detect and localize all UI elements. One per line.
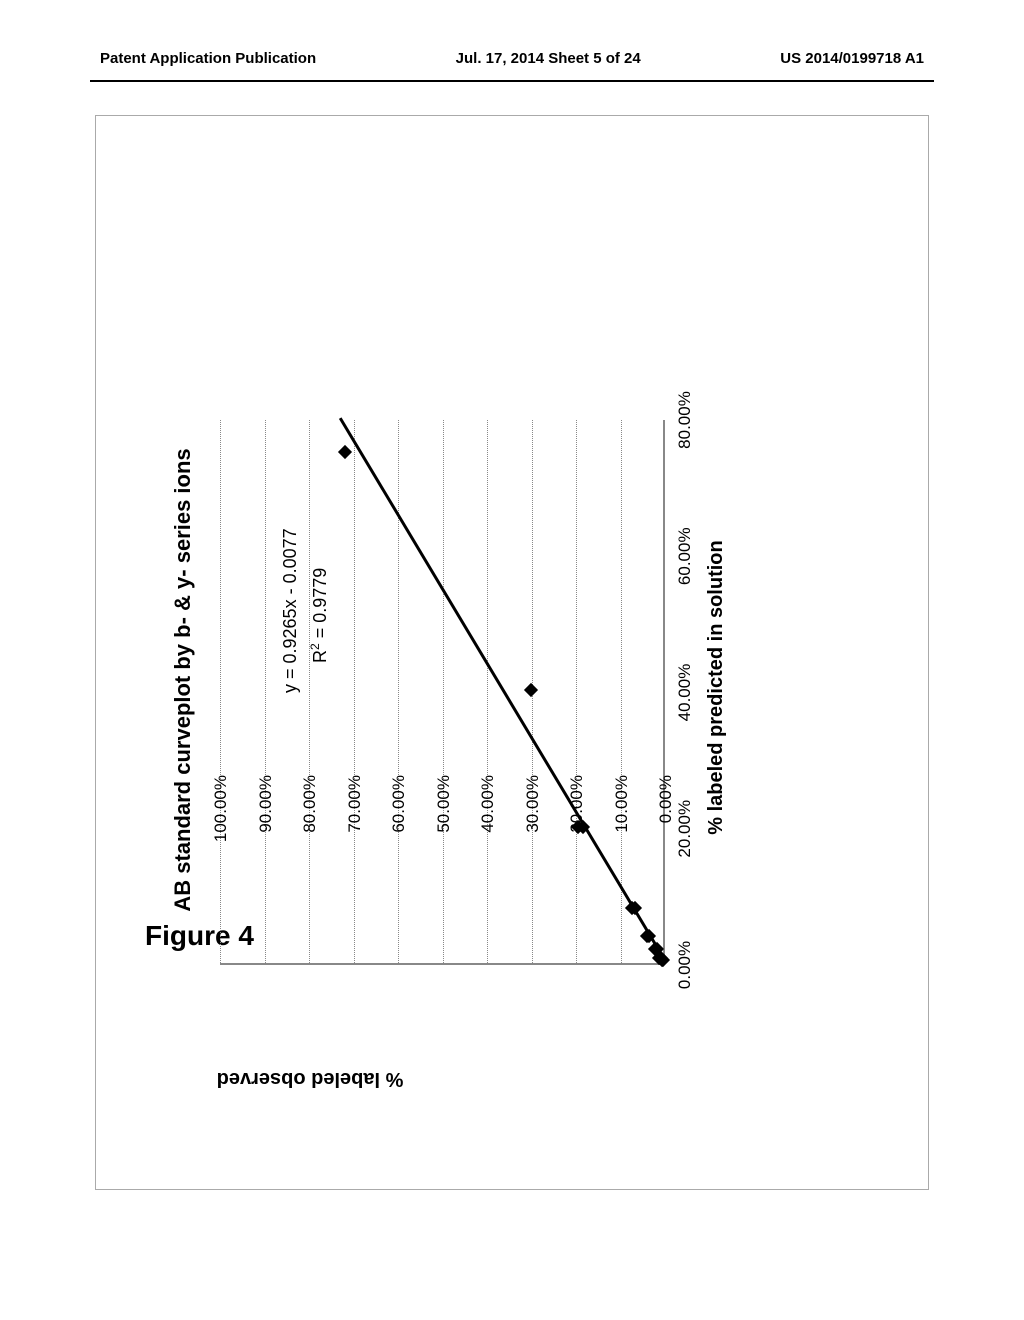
equation-label: y = 0.9265x - 0.0077 <box>280 528 301 693</box>
y-tick-label: 20.00% <box>567 775 587 865</box>
x-tick-label: 80.00% <box>675 380 695 460</box>
y-axis-title: % labeled observed <box>180 1067 440 1090</box>
gridline <box>398 420 399 963</box>
y-tick-label: 0.00% <box>656 775 676 865</box>
y-tick-label: 50.00% <box>434 775 454 865</box>
header-center: Jul. 17, 2014 Sheet 5 of 24 <box>456 50 641 67</box>
page-header: Patent Application Publication Jul. 17, … <box>0 50 1024 67</box>
data-point <box>524 683 538 697</box>
y-tick-label: 80.00% <box>300 775 320 865</box>
x-axis-title: % labeled predicted in solution <box>705 415 728 960</box>
x-tick-label: 60.00% <box>675 516 695 596</box>
plot-area: y = 0.9265x - 0.0077 R2 = 0.9779 <box>220 420 665 965</box>
r-squared-label: R2 = 0.9779 <box>308 568 331 663</box>
chart-stage: AB standard curveplot by b- & y- series … <box>180 220 880 1120</box>
gridline <box>354 420 355 963</box>
y-tick-label: 60.00% <box>389 775 409 865</box>
y-tick-label: 70.00% <box>345 775 365 865</box>
header-right: US 2014/0199718 A1 <box>780 50 924 67</box>
gridline <box>309 420 310 963</box>
y-tick-label: 10.00% <box>612 775 632 865</box>
gridline <box>487 420 488 963</box>
chart-title: AB standard curveplot by b- & y- series … <box>170 400 196 960</box>
trendline <box>339 417 668 963</box>
y-tick-label: 90.00% <box>256 775 276 865</box>
x-tick-label: 20.00% <box>675 789 695 869</box>
gridline <box>621 420 622 963</box>
gridline <box>220 420 221 963</box>
header-left: Patent Application Publication <box>100 50 316 67</box>
x-tick-label: 0.00% <box>675 925 695 1005</box>
header-divider <box>90 80 934 82</box>
x-tick-label: 40.00% <box>675 653 695 733</box>
gridline <box>576 420 577 963</box>
gridline <box>265 420 266 963</box>
y-tick-label: 100.00% <box>211 775 231 865</box>
y-tick-label: 40.00% <box>478 775 498 865</box>
gridline <box>443 420 444 963</box>
y-tick-label: 30.00% <box>523 775 543 865</box>
data-point <box>338 445 352 459</box>
